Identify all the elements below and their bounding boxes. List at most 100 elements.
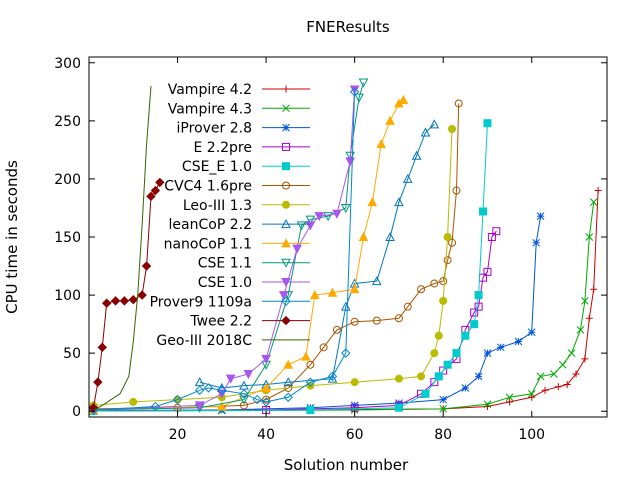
data-point-cvc4-1-6pre-14 <box>439 277 448 286</box>
data-point-leo-iii-1-3-9 <box>430 349 439 358</box>
legend-marker-leancop-2-2 <box>281 219 291 229</box>
data-point-cse-1-0-1 <box>194 401 205 411</box>
data-point-leancop-2-2-10 <box>394 197 404 207</box>
data-point-leancop-2-2-9 <box>385 231 395 241</box>
data-point-cse-1-0-11 <box>345 157 356 167</box>
data-point-twee-2-2-0 <box>89 403 99 413</box>
legend-item-cse-1-1: CSE 1.1 <box>198 256 310 272</box>
data-point-iprover-2-8-3 <box>350 401 359 410</box>
data-point-twee-2-2-11 <box>155 177 165 188</box>
data-point-vampire-4-2-6 <box>506 398 514 406</box>
legend-item-e-2-2pre: E 2.2pre <box>193 140 310 156</box>
legend-label-twee-2-2: Twee 2.2 <box>189 314 252 330</box>
y-tick-label: 200 <box>54 172 81 188</box>
data-point-cvc4-1-6pre-6 <box>319 343 328 352</box>
data-point-leancop-2-2-11 <box>402 173 413 183</box>
legend-item-iprover-2-8: iProver 2.8 <box>177 121 310 137</box>
data-point-leo-iii-1-3-8 <box>417 372 426 381</box>
data-point-cse-1-1-2 <box>239 395 249 405</box>
data-point-prover9-1109a-13 <box>349 87 360 97</box>
data-point-cvc4-1-6pre-12 <box>417 285 426 294</box>
legend-item-cse-e-1-0: CSE_E 1.0 <box>182 159 310 175</box>
y-tick-label: 250 <box>54 114 81 130</box>
data-point-vampire-4-2-8 <box>541 386 549 394</box>
data-point-cse-e-1-0-9 <box>474 291 483 300</box>
data-point-leo-iii-1-3-10 <box>434 331 443 340</box>
data-point-leo-iii-1-3-11 <box>439 296 448 305</box>
legend-item-geo-iii-2018c: Geo-III 2018C <box>156 333 310 349</box>
data-point-cse-1-1-7 <box>323 212 333 222</box>
data-point-cvc4-1-6pre-13 <box>430 279 439 288</box>
y-tick-label: 100 <box>54 288 81 304</box>
data-point-vampire-4-2-9 <box>554 383 562 391</box>
data-point-nanocop-1-1-5 <box>309 290 320 300</box>
data-point-leancop-2-2-13 <box>420 127 431 137</box>
data-point-nanocop-1-1-4 <box>301 351 311 361</box>
data-point-twee-2-2-3 <box>102 298 112 308</box>
y-tick-label: 150 <box>54 230 81 246</box>
data-point-iprover-2-8-9 <box>496 343 505 352</box>
legend-label-prover9-1109a: Prover9 1109a <box>150 294 252 310</box>
data-point-nanocop-1-1-1 <box>216 401 227 411</box>
legend-item-leancop-2-2: leanCoP 2.2 <box>169 217 310 233</box>
data-point-nanocop-1-1-11 <box>385 115 395 125</box>
data-point-e-2-2pre-5 <box>430 378 439 387</box>
data-point-cse-e-1-0-8 <box>470 320 479 329</box>
data-point-vampire-4-2-11 <box>572 370 580 378</box>
data-point-twee-2-2-2 <box>97 342 107 353</box>
data-point-cse-1-1-11 <box>358 78 369 88</box>
data-point-cse-1-0-8 <box>305 221 316 231</box>
data-point-cse-e-1-0-11 <box>483 119 492 128</box>
data-point-cvc4-1-6pre-11 <box>403 302 412 311</box>
data-point-vampire-4-2-7 <box>528 393 536 401</box>
data-point-leo-iii-1-3-12 <box>443 233 452 241</box>
data-point-cvc4-1-6pre-15 <box>443 256 452 265</box>
data-point-cse-e-1-0-2 <box>394 403 403 412</box>
series-prover9-1109a <box>89 87 360 415</box>
data-point-e-2-2pre-6 <box>439 366 448 375</box>
legend-item-cse-1-0: CSE 1.0 <box>198 275 310 291</box>
data-point-prover9-1109a-1 <box>150 401 161 412</box>
data-point-iprover-2-8-8 <box>483 349 492 357</box>
series-geo-iii-2018c <box>93 85 152 412</box>
data-point-twee-2-2-9 <box>146 191 156 202</box>
data-point-vampire-4-2-12 <box>581 355 589 363</box>
series-line-cvc4-1-6pre <box>93 103 460 410</box>
data-point-cse-1-0-10 <box>332 209 342 219</box>
data-point-cse-1-0-9 <box>314 212 325 222</box>
legend-label-leancop-2-2: leanCoP 2.2 <box>169 217 252 233</box>
data-point-prover9-1109a-9 <box>283 392 293 402</box>
legend-label-e-2-2pre: E 2.2pre <box>193 140 252 156</box>
legend-marker-cvc4-1-6pre <box>282 181 290 190</box>
data-point-cvc4-1-6pre-7 <box>332 325 341 334</box>
series-line-iprover-2-8 <box>93 216 542 412</box>
legend-item-prover9-1109a: Prover9 1109a <box>150 294 310 310</box>
chart-title: FNEResults <box>306 18 390 36</box>
legend-marker-iprover-2-8 <box>282 123 290 132</box>
data-point-cvc4-1-6pre-9 <box>372 316 381 325</box>
data-point-cvc4-1-6pre-2 <box>239 401 248 410</box>
data-point-prover9-1109a-3 <box>194 385 205 395</box>
data-point-vampire-4-3-10 <box>567 349 576 357</box>
data-point-leo-iii-1-3-7 <box>394 374 403 383</box>
data-point-cse-1-0-7 <box>292 244 302 254</box>
legend-label-geo-iii-2018c: Geo-III 2018C <box>156 333 252 349</box>
data-point-vampire-4-2-13 <box>585 314 593 322</box>
data-point-iprover-2-8-6 <box>461 384 470 392</box>
data-point-nanocop-1-1-7 <box>349 284 360 294</box>
data-point-vampire-4-3-8 <box>550 370 558 378</box>
data-point-cvc4-1-6pre-18 <box>454 99 463 108</box>
data-point-twee-2-2-4 <box>110 296 121 306</box>
data-point-prover9-1109a-6 <box>239 389 249 399</box>
legend-marker-prover9-1109a <box>281 296 291 307</box>
data-point-nanocop-1-1-6 <box>327 287 338 297</box>
legend-label-nanocop-1-1: nanoCoP 1.1 <box>164 236 252 252</box>
legend: Vampire 4.2 Vampire 4.3 iProver 2.8 E 2.2pr… <box>150 82 310 349</box>
x-tick-label: 100 <box>518 427 545 443</box>
data-point-prover9-1109a-5 <box>217 385 227 395</box>
data-point-e-2-2pre-12 <box>483 267 492 276</box>
data-point-prover9-1109a-10 <box>305 377 316 387</box>
data-point-leancop-2-2-8 <box>371 276 382 286</box>
x-axis-label: Solution number <box>284 456 409 474</box>
